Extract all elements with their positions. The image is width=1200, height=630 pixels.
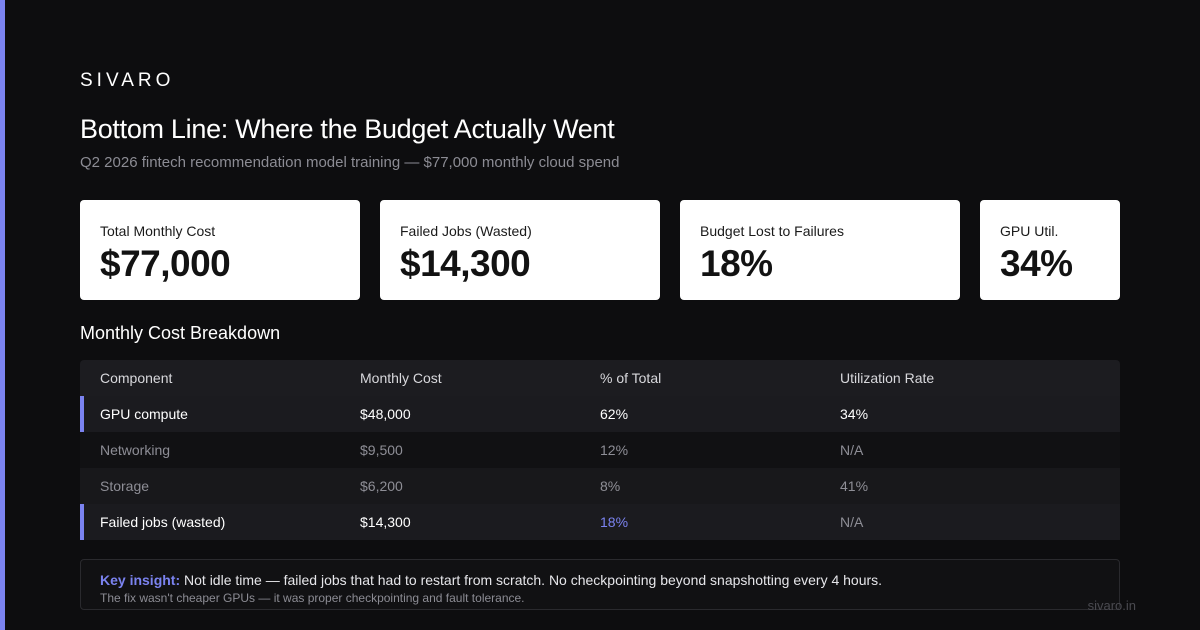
metric-card-gpu-util: GPU Util. 34% [980,200,1120,300]
metric-card-budget-lost: Budget Lost to Failures 18% [680,200,960,300]
column-header: Monthly Cost [360,370,442,386]
table-row-gpu-compute: GPU compute $48,000 62% 34% [80,396,1120,432]
key-insight-box: Key insight: Not idle time — failed jobs… [80,559,1120,610]
metric-label: Total Monthly Cost [100,223,216,239]
section-title: Monthly Cost Breakdown [80,323,281,343]
column-header: Component [100,370,173,386]
table-cell: 62% [600,406,629,422]
metric-cards: Total Monthly Cost $77,000 Failed Jobs (… [80,200,1120,300]
table-row-failed-jobs: Failed jobs (wasted) $14,300 18% N/A [80,504,1120,540]
insight-text: Not idle time — failed jobs that had to … [184,572,883,588]
table-cell: $6,200 [360,478,403,494]
column-header: % of Total [600,370,662,386]
left-accent-bar [0,0,5,630]
table-cell: Networking [100,442,171,458]
table-cell: 34% [840,406,869,422]
table-header-row: Component Monthly Cost % of Total Utiliz… [80,360,1120,396]
table-cell: 8% [600,478,621,494]
metric-card-failed-jobs: Failed Jobs (Wasted) $14,300 [380,200,660,300]
page-title: Bottom Line: Where the Budget Actually W… [80,114,615,144]
table-cell: N/A [840,442,864,458]
page-subtitle: Q2 2026 fintech recommendation model tra… [80,154,620,171]
table-row-storage: Storage $6,200 8% 41% [80,468,1120,504]
table-cell: Failed jobs (wasted) [100,514,226,530]
insight-label: Key insight: [100,572,181,588]
metric-card-total-cost: Total Monthly Cost $77,000 [80,200,360,300]
metric-value: 18% [700,243,773,284]
brand-logo: SIVARO [80,70,175,91]
cost-breakdown-table: Component Monthly Cost % of Total Utiliz… [80,360,1120,540]
table-cell: $48,000 [360,406,411,422]
metric-label: GPU Util. [1000,223,1059,239]
table-cell: $14,300 [360,514,411,530]
table-cell: 41% [840,478,869,494]
table-cell: 18% [600,514,629,530]
insight-line: Key insight: Not idle time — failed jobs… [100,572,1100,588]
metric-value: 34% [1000,243,1073,284]
column-header: Utilization Rate [840,370,935,386]
table-cell: Storage [100,478,150,494]
table-cell: 12% [600,442,629,458]
footer-url: sivaro.in [1087,598,1136,613]
insight-subtext: The fix wasn't cheaper GPUs — it was pro… [100,591,525,605]
metric-label: Failed Jobs (Wasted) [400,223,532,239]
metric-value: $14,300 [400,243,531,284]
metric-label: Budget Lost to Failures [700,223,844,239]
table-cell: N/A [840,514,864,530]
table-row-networking: Networking $9,500 12% N/A [80,432,1120,468]
table-cell: GPU compute [100,406,188,422]
metric-value: $77,000 [100,243,231,284]
table-cell: $9,500 [360,442,403,458]
